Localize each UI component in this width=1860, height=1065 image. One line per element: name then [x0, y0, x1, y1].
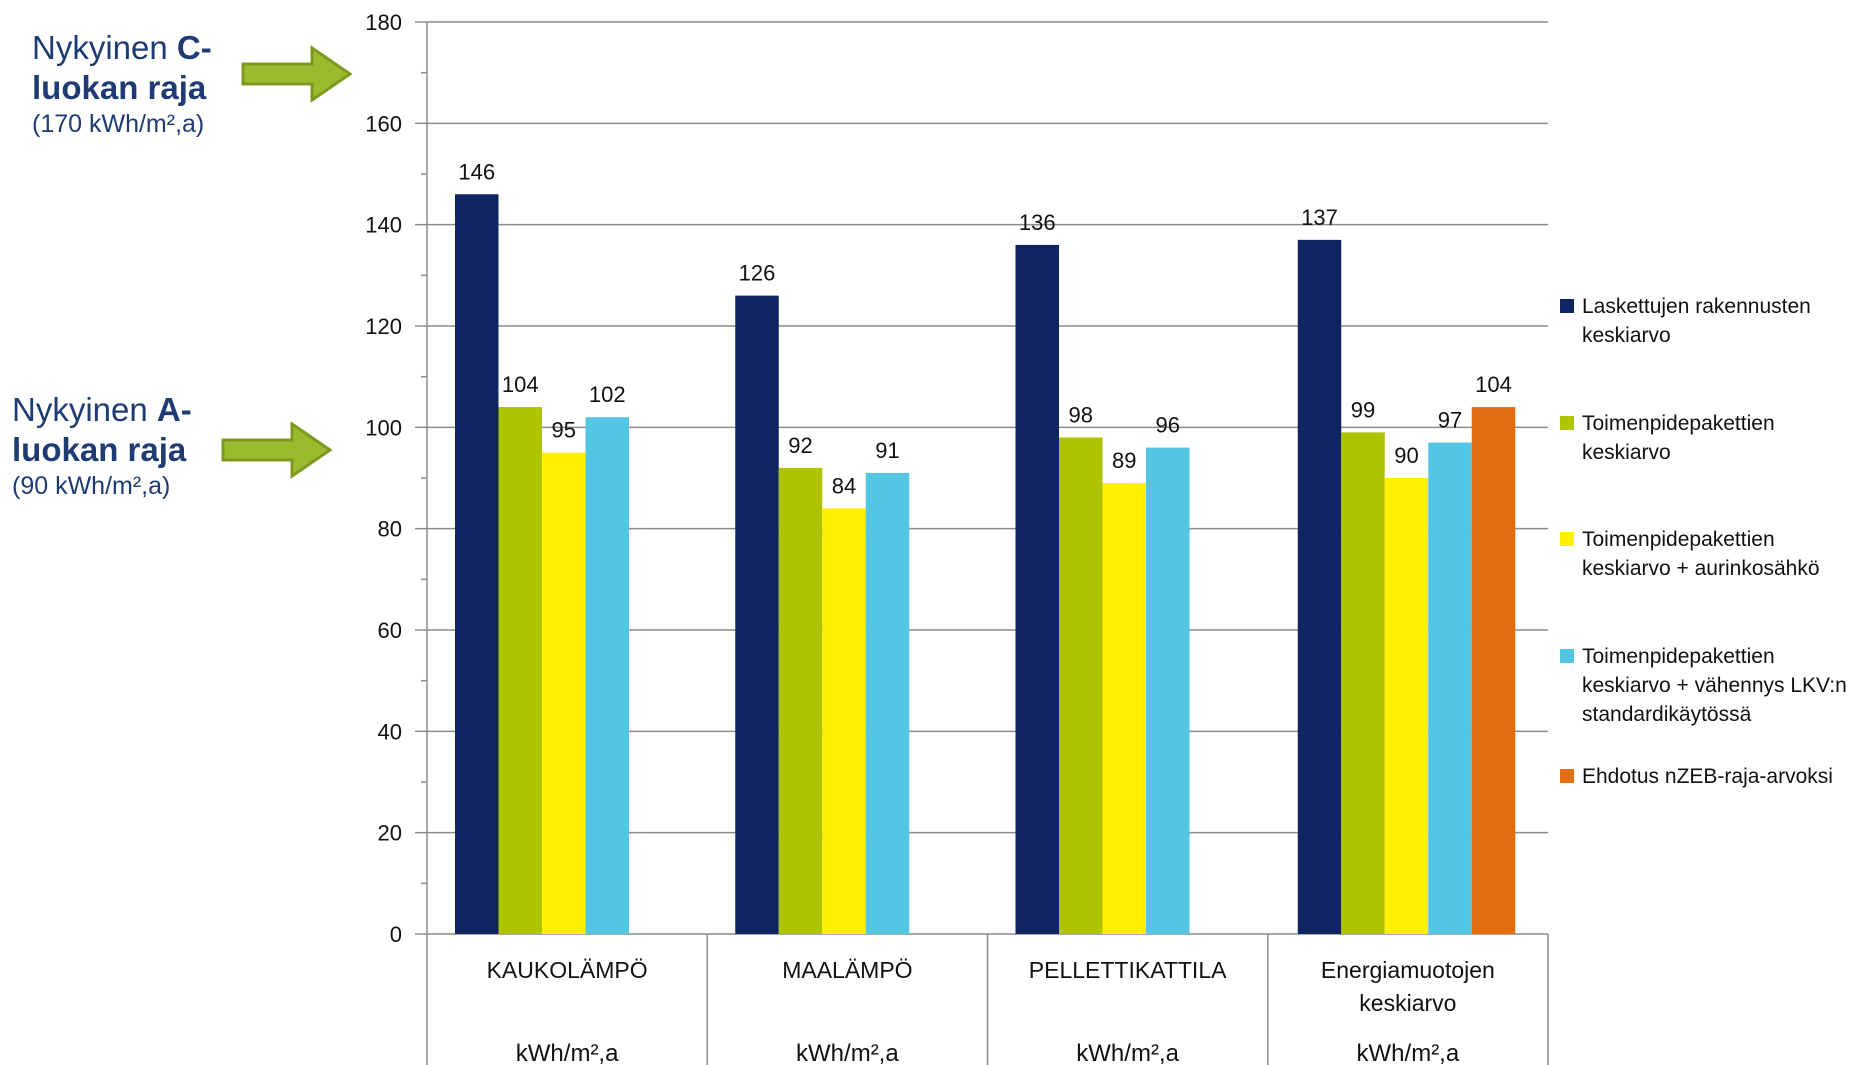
data-label: 102 — [589, 382, 626, 407]
data-label: 89 — [1112, 448, 1136, 473]
data-label: 104 — [502, 372, 539, 397]
a-class-limit-title: Nykyinen A-luokan raja — [12, 391, 192, 468]
legend-label: Ehdotus nZEB-raja-arvoksi — [1582, 765, 1833, 788]
y-tick-label: 160 — [365, 111, 402, 136]
bar — [778, 467, 823, 934]
bar — [1428, 442, 1472, 934]
a-class-limit-callout: Nykyinen A-luokan raja (90 kWh/m²,a) — [12, 390, 212, 502]
data-label: 90 — [1394, 443, 1418, 468]
bar — [1471, 407, 1516, 935]
bar — [1015, 244, 1059, 934]
y-tick-label: 60 — [378, 618, 402, 643]
c-class-limit-value: (170 kWh/m²,a) — [32, 110, 205, 138]
data-label: 146 — [458, 159, 495, 184]
x-unit-label: kWh/m²,a — [796, 1040, 899, 1065]
y-tick-label: 180 — [365, 10, 402, 35]
c-class-arrow-icon — [241, 45, 353, 103]
bar — [822, 508, 866, 934]
legend-swatch — [1560, 769, 1574, 783]
legend-swatch — [1560, 299, 1574, 313]
data-label: 97 — [1438, 408, 1462, 433]
data-label: 99 — [1351, 397, 1375, 422]
data-label: 84 — [832, 473, 856, 498]
bar — [585, 417, 629, 934]
data-label: 126 — [739, 261, 776, 286]
y-tick-label: 100 — [365, 415, 402, 440]
bar — [1384, 478, 1429, 934]
bar — [735, 295, 779, 935]
legend-label: Laskettujen rakennusten keskiarvo — [1582, 295, 1811, 347]
bar — [542, 452, 586, 934]
data-label: 91 — [875, 438, 899, 463]
x-category-label: keskiarvo — [1359, 990, 1456, 1016]
data-label: 137 — [1301, 205, 1338, 230]
bar — [865, 472, 910, 934]
legend-label: Toimenpidepakettien keskiarvo — [1582, 412, 1775, 464]
data-label: 104 — [1475, 372, 1512, 397]
y-tick-label: 0 — [390, 922, 402, 947]
bar — [498, 407, 542, 935]
data-label: 95 — [552, 418, 576, 443]
a-class-arrow-icon — [221, 421, 333, 479]
x-category-label: Energiamuotojen — [1321, 957, 1495, 983]
c-class-limit-callout: Nykyinen C-luokan raja (170 kWh/m²,a) — [32, 28, 232, 140]
y-tick-label: 140 — [365, 213, 402, 238]
x-category-label: KAUKOLÄMPÖ — [487, 957, 648, 983]
legend-label: Toimenpidepakettien keskiarvo + aurinkos… — [1582, 528, 1820, 580]
x-category-label: MAALÄMPÖ — [782, 957, 912, 983]
bar — [455, 194, 499, 934]
legend-label: Toimenpidepakettien keskiarvo + vähennys… — [1582, 645, 1847, 726]
y-tick-label: 40 — [378, 719, 402, 744]
a-class-limit-value: (90 kWh/m²,a) — [12, 472, 171, 500]
bar — [1102, 483, 1146, 934]
data-label: 98 — [1069, 402, 1093, 427]
x-unit-label: kWh/m²,a — [1076, 1040, 1179, 1065]
data-label: 92 — [788, 433, 812, 458]
y-tick-label: 20 — [378, 821, 402, 846]
y-tick-label: 80 — [378, 517, 402, 542]
legend-swatch — [1560, 649, 1574, 663]
legend-swatch — [1560, 416, 1574, 430]
data-label: 96 — [1156, 413, 1180, 438]
bar — [1341, 432, 1385, 934]
bar — [1059, 437, 1103, 934]
bar — [1146, 447, 1190, 934]
c-class-limit-title: Nykyinen C-luokan raja — [32, 29, 212, 106]
x-unit-label: kWh/m²,a — [1357, 1040, 1460, 1065]
data-label: 136 — [1019, 210, 1056, 235]
legend-swatch — [1560, 532, 1574, 546]
bar — [1297, 239, 1342, 934]
x-category-label: PELLETTIKATTILA — [1029, 957, 1227, 983]
x-unit-label: kWh/m²,a — [516, 1040, 619, 1065]
y-tick-label: 120 — [365, 314, 402, 339]
